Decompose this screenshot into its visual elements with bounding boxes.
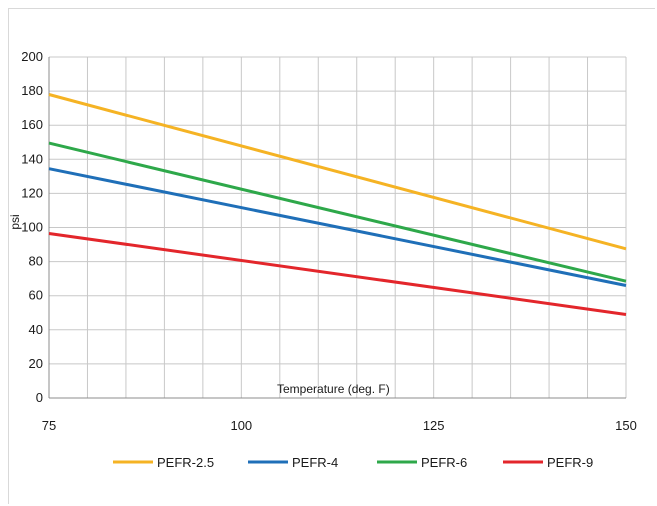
y-axis-label: psi	[8, 214, 22, 229]
x-tick-label: 150	[615, 418, 637, 433]
axes	[48, 57, 626, 399]
legend-label: PEFR-4	[292, 455, 338, 470]
y-tick-label: 20	[29, 356, 43, 371]
y-tick-label: 40	[29, 322, 43, 337]
legend-label: PEFR-6	[421, 455, 467, 470]
series-line-pefr-9	[48, 231, 627, 316]
series-line-pefr-2-5	[48, 93, 627, 251]
series-line-pefr-6	[48, 141, 627, 283]
x-tick-label: 100	[230, 418, 252, 433]
y-axis-ticks: 0 20 40 60 80 100 120 140 160 180 200	[21, 49, 43, 405]
legend: PEFR-2.5 PEFR-4 PEFR-6 PEFR-9	[113, 455, 593, 470]
x-axis-label: Temperature (deg. F)	[277, 382, 390, 396]
x-tick-label: 75	[42, 418, 56, 433]
y-tick-label: 160	[21, 117, 43, 132]
legend-label: PEFR-2.5	[157, 455, 214, 470]
y-tick-label: 0	[36, 390, 43, 405]
y-tick-label: 180	[21, 83, 43, 98]
y-tick-label: 80	[29, 254, 43, 269]
legend-label: PEFR-9	[547, 455, 593, 470]
y-tick-label: 120	[21, 185, 43, 200]
y-tick-label: 200	[21, 49, 43, 64]
chart-frame	[8, 8, 655, 504]
x-tick-label: 125	[423, 418, 445, 433]
series-line-pefr-4	[48, 167, 627, 287]
x-axis-ticks: 75 100 125 150	[42, 418, 637, 433]
y-tick-label: 60	[29, 288, 43, 303]
y-tick-label: 140	[21, 151, 43, 166]
series-lines	[48, 93, 627, 316]
y-tick-label: 100	[21, 220, 43, 235]
